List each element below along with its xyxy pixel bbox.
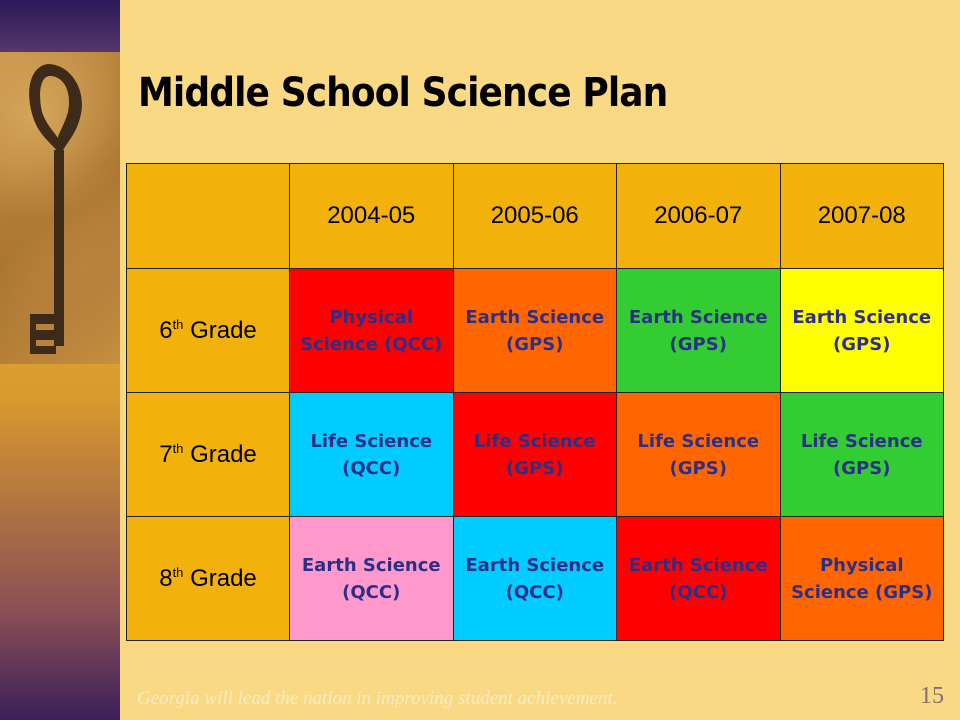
course-cell: Life Science (QCC): [289, 392, 454, 517]
key-icon: [29, 64, 82, 354]
course-cell: Earth Science (QCC): [452, 516, 617, 641]
course-cell: Physical Science (GPS): [779, 516, 944, 641]
column-header: 2004-05: [289, 163, 454, 269]
grade-word: Grade: [190, 440, 257, 468]
course-cell: Life Science (GPS): [616, 392, 781, 517]
row-header: 8th Grade: [126, 516, 290, 641]
science-plan-table: 2004-05 2005-06 2006-07 2007-08 6th Grad…: [126, 163, 944, 641]
table-row: 6th Grade Physical Science (QCC) Earth S…: [126, 268, 944, 393]
slide-title: Middle School Science Plan: [138, 70, 668, 116]
page-number: 15: [920, 683, 944, 709]
course-cell: Earth Science (QCC): [616, 516, 781, 641]
row-header: 6th Grade: [126, 268, 290, 393]
table-header-row: 2004-05 2005-06 2006-07 2007-08: [126, 163, 944, 269]
grade-number: 7: [159, 440, 173, 468]
grade-word: Grade: [190, 564, 257, 592]
column-header: 2007-08: [779, 163, 944, 269]
table-row: 8th Grade Earth Science (QCC) Earth Scie…: [126, 516, 944, 641]
key-photo: [0, 52, 120, 364]
course-cell: Earth Science (GPS): [452, 268, 617, 393]
grade-suffix: th: [172, 564, 184, 580]
row-header: 7th Grade: [126, 392, 290, 517]
grade-number: 8: [159, 564, 173, 592]
column-header: 2005-06: [452, 163, 617, 269]
corner-cell: [126, 163, 290, 269]
grade-word: Grade: [190, 316, 257, 344]
course-cell: Earth Science (GPS): [616, 268, 781, 393]
course-cell: Life Science (GPS): [779, 392, 944, 517]
table-row: 7th Grade Life Science (QCC) Life Scienc…: [126, 392, 944, 517]
slide-footer: Georgia will lead the nation in improvin…: [137, 688, 618, 709]
grade-suffix: th: [172, 316, 184, 332]
column-header: 2006-07: [616, 163, 781, 269]
course-cell: Life Science (GPS): [452, 392, 617, 517]
course-cell: Physical Science (QCC): [289, 268, 454, 393]
grade-number: 6: [159, 316, 173, 344]
course-cell: Earth Science (GPS): [779, 268, 944, 393]
course-cell: Earth Science (QCC): [289, 516, 454, 641]
grade-suffix: th: [172, 440, 184, 456]
